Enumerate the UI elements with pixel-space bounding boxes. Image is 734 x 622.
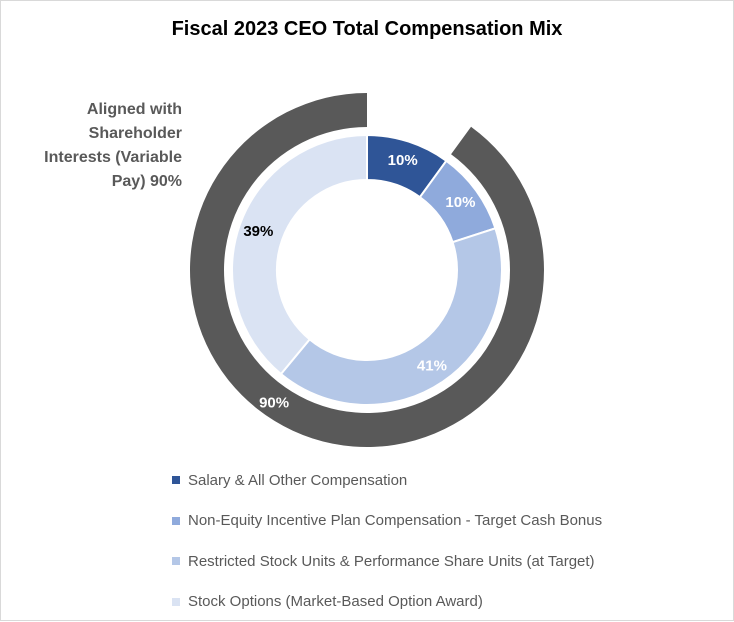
legend-item-stock-options: Stock Options (Market-Based Option Award… [172,582,602,622]
data-label-cash-bonus: 10% [445,194,475,211]
legend-swatch [172,598,180,606]
data-label-rsu-psu: 41% [417,358,447,375]
legend-item-cash-bonus: Non-Equity Incentive Plan Compensation -… [172,501,602,542]
data-label-salary: 10% [388,152,418,169]
legend-label: Non-Equity Incentive Plan Compensation -… [188,512,602,529]
legend-swatch [172,476,180,484]
legend-label: Restricted Stock Units & Performance Sha… [188,553,595,570]
legend-item-salary: Salary & All Other Compensation [172,460,602,501]
data-label-outer-ring: 90% [259,395,289,412]
legend-label: Stock Options (Market-Based Option Award… [188,593,483,610]
legend-label: Salary & All Other Compensation [188,472,407,489]
data-label-stock-options: 39% [243,223,273,240]
legend-item-rsu-psu: Restricted Stock Units & Performance Sha… [172,541,602,582]
chart-legend: Salary & All Other Compensation Non-Equit… [172,460,602,622]
legend-swatch [172,517,180,525]
legend-swatch [172,557,180,565]
